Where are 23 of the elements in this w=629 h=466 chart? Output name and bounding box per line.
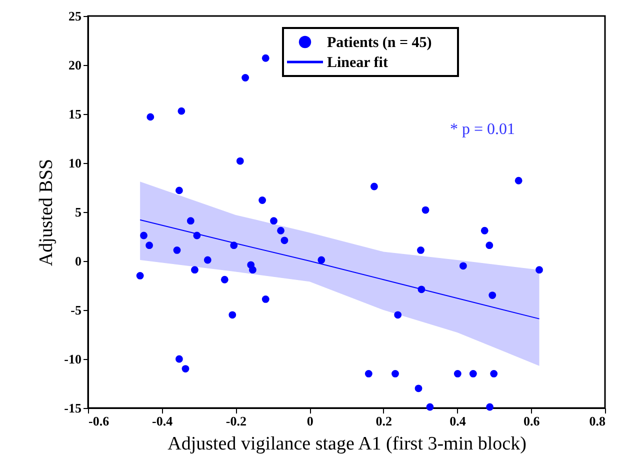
x-tick-label: 0.4 <box>450 414 466 428</box>
x-tick-label: -0.4 <box>152 414 174 428</box>
y-tick-label: -10 <box>64 352 82 366</box>
x-tick-label: -0.2 <box>226 414 247 428</box>
legend-label: Linear fit <box>327 55 388 71</box>
x-tick-label: -0.6 <box>88 414 110 428</box>
y-tick-label: 15 <box>68 106 82 122</box>
x-axis-title: Adjusted vigilance stage A1 (first 3-min block) <box>168 434 526 454</box>
x-tick-label: 0.2 <box>376 414 392 428</box>
y-axis-title: Adjusted BSS <box>36 158 58 266</box>
x-tick-label: 0.8 <box>589 414 606 428</box>
y-tick-label: 10 <box>68 156 82 170</box>
y-tick-label: 5 <box>75 204 82 220</box>
y-tick-label: -15 <box>64 400 82 416</box>
annotation: * p = 0.01 <box>450 121 515 138</box>
y-tick-label: 25 <box>68 8 82 24</box>
x-tick-label: 0 <box>306 414 314 428</box>
legend-label: Patients (n = 45) <box>327 35 432 51</box>
line-series <box>140 219 540 320</box>
y-tick-label: -5 <box>70 302 82 318</box>
y-tick-label: 0 <box>75 254 82 268</box>
x-tick-label: 0.6 <box>524 414 540 428</box>
y-tick-label: 20 <box>68 58 82 72</box>
